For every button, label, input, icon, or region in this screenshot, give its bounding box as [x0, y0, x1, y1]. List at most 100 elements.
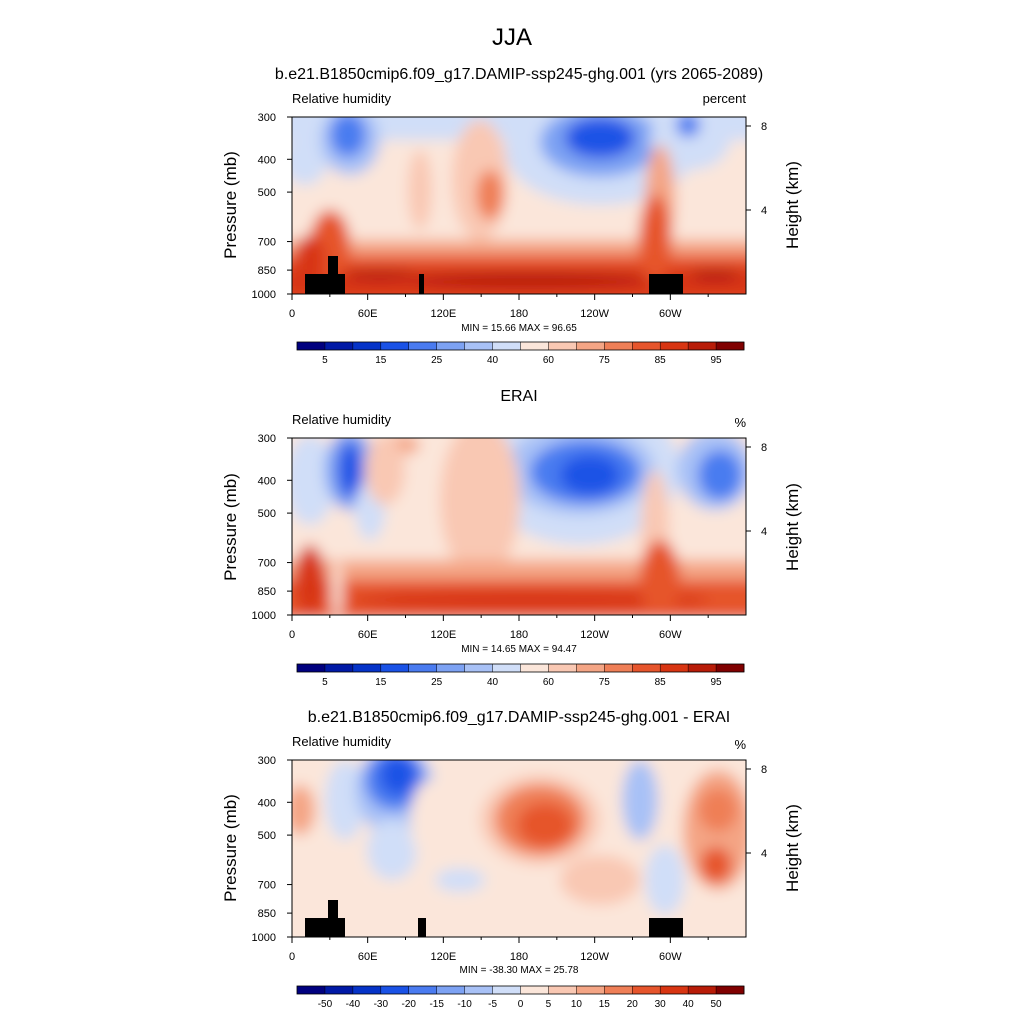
panel-obs-colorbar-swatch	[716, 664, 745, 672]
panel-obs-y2label: Height (km)	[783, 483, 802, 571]
panel-diff-colorbar-label: -50	[318, 999, 333, 1010]
panel-obs-y2tick-label: 4	[761, 526, 767, 538]
panel-obs-colorbar-label: 60	[543, 677, 555, 688]
panel-obs-ytick-label: 1000	[252, 610, 276, 622]
panel-diff-colorbar-label: 30	[655, 999, 667, 1010]
panel-diff-colorbar-label: -15	[429, 999, 444, 1010]
panel-diff-colorbar-label: -20	[402, 999, 417, 1010]
panel-obs-xtick-label: 180	[510, 629, 528, 641]
panel-diff-units: %	[734, 737, 746, 752]
panel-model-ytick-label: 400	[258, 154, 276, 166]
panel-diff-variable: Relative humidity	[292, 734, 391, 749]
panel-model-colorbar: 5 15 25 40 60 75 85 95	[296, 341, 745, 366]
panel-obs-y2tick-label: 8	[761, 442, 767, 454]
panel-diff-xtick-label: 0	[289, 951, 295, 963]
panel-model-xtick-label: 120W	[580, 308, 609, 320]
panel-model-terrain	[305, 256, 683, 294]
panel-obs-colorbar-swatch	[604, 664, 633, 672]
panel-obs-ytick-label: 500	[258, 508, 276, 520]
panel-diff-colorbar-label: -40	[346, 999, 361, 1010]
panel-diff-xtick-label: 180	[510, 951, 528, 963]
panel-obs-xtick-label: 0	[289, 629, 295, 641]
panel-model-axes: 0 60E 120E 180 120W 60W 300 400 500 700 850 1000 4 8	[252, 112, 768, 320]
panel-diff-colorbar-swatch	[380, 986, 410, 994]
panel-diff-terrain	[305, 900, 683, 937]
panel-model-colorbar-swatch	[464, 342, 493, 350]
panel-model-xtick-label: 180	[510, 308, 528, 320]
panel-model-ylabel: Pressure (mb)	[221, 151, 240, 259]
panel-diff-colorbar-swatch	[520, 986, 549, 994]
panel-obs-colorbar-swatch	[380, 664, 410, 672]
panel-diff-colorbar-swatch	[408, 986, 438, 994]
panel-obs-colorbar-swatch	[297, 664, 326, 672]
panel-obs-units: %	[734, 415, 746, 430]
panel-obs-colorbar-label: 75	[599, 677, 611, 688]
panel-diff-colorbar: -50 -40 -30 -20 -15 -10 -5 0 5 10 15 20 30 40 50	[296, 985, 745, 1010]
panel-diff-colorbar-label: 50	[711, 999, 723, 1010]
panel-diff-colorbar-swatch	[297, 986, 326, 994]
panel-diff-colorbar-swatch	[576, 986, 605, 994]
panel-model-colorbar-label: 5	[322, 355, 328, 366]
panel-model-units: percent	[703, 91, 747, 106]
panel-diff-colorbar-swatch	[492, 986, 521, 994]
panel-diff-colorbar-swatch	[632, 986, 661, 994]
panel-model: b.e21.B1850cmip6.f09_g17.DAMIP-ssp245-gh…	[221, 66, 802, 366]
panel-diff-colorbar-swatch	[436, 986, 466, 994]
panel-obs-ytick-label: 400	[258, 475, 276, 487]
panel-diff-colorbar-label: 10	[571, 999, 583, 1010]
panel-diff-y2tick-label: 8	[761, 764, 767, 776]
panel-diff-colorbar-swatch	[660, 986, 689, 994]
panel-model-colorbar-swatch	[548, 342, 577, 350]
panel-obs-ytick-label: 300	[258, 433, 276, 445]
panel-model-y2label: Height (km)	[783, 161, 802, 249]
panel-obs-axes: 0 60E 120E 180 120W 60W 300 400 500 700 850 1000 4 8	[252, 433, 768, 641]
panel-diff-y2label: Height (km)	[783, 804, 802, 892]
panel-diff-ytick-label: 700	[258, 880, 276, 892]
panel-diff-colorbar-swatch	[548, 986, 577, 994]
panel-model-contour-field	[292, 117, 746, 294]
panel-model-xtick-label: 120E	[430, 308, 456, 320]
panel-obs-colorbar-swatch	[688, 664, 717, 672]
panel-obs-colorbar-label: 5	[322, 677, 328, 688]
figure-title: JJA	[492, 24, 532, 51]
panel-diff-colorbar-swatch	[604, 986, 633, 994]
panel-obs-xtick-label: 120E	[430, 629, 456, 641]
panel-model-colorbar-label: 75	[599, 355, 611, 366]
panel-diff-colorbar-label: 20	[627, 999, 639, 1010]
panel-model-colorbar-swatch	[297, 342, 326, 350]
panel-model-stats: MIN = 15.66 MAX = 96.65	[461, 323, 577, 334]
panel-model-y2tick-label: 4	[761, 205, 767, 217]
panel-obs-colorbar: 5 15 25 40 60 75 85 95	[296, 663, 745, 688]
panel-model-y2tick-label: 8	[761, 121, 767, 133]
panel-diff-ytick-label: 300	[258, 755, 276, 767]
panel-obs-colorbar-swatch	[464, 664, 493, 672]
panel-obs-colorbar-label: 25	[431, 677, 443, 688]
panel-obs-colorbar-label: 40	[487, 677, 499, 688]
panel-model-colorbar-swatch	[492, 342, 521, 350]
panel-obs-colorbar-swatch	[576, 664, 605, 672]
panel-obs: ERAI Relative humidity %	[221, 388, 802, 688]
panel-model-colorbar-swatch	[324, 342, 354, 350]
panel-diff-y2tick-label: 4	[761, 848, 767, 860]
panel-model-colorbar-label: 40	[487, 355, 499, 366]
panel-model-xtick-label: 0	[289, 308, 295, 320]
panel-diff-colorbar-label: -10	[457, 999, 472, 1010]
panel-diff-colorbar-label: 5	[546, 999, 552, 1010]
panel-diff-xtick-label: 120W	[580, 951, 609, 963]
panel-diff-axes: 0 60E 120E 180 120W 60W 300 400 500 700 850 1000 4 8	[252, 755, 768, 963]
panel-model-colorbar-swatch	[352, 342, 382, 350]
panel-model-xtick-label: 60E	[358, 308, 378, 320]
panel-model-colorbar-swatch	[660, 342, 689, 350]
panel-model-colorbar-swatch	[436, 342, 466, 350]
panel-model-ytick-label: 850	[258, 265, 276, 277]
panel-obs-variable: Relative humidity	[292, 412, 391, 427]
panel-model-colorbar-label: 15	[375, 355, 387, 366]
panel-obs-colorbar-swatch	[352, 664, 382, 672]
panel-diff-contour-field	[292, 760, 746, 937]
panel-model-colorbar-swatch	[576, 342, 605, 350]
panel-obs-colorbar-swatch	[520, 664, 549, 672]
panel-diff-ytick-label: 400	[258, 797, 276, 809]
panel-obs-contour-field	[292, 438, 746, 615]
panel-model-colorbar-swatch	[688, 342, 717, 350]
panel-model-title: b.e21.B1850cmip6.f09_g17.DAMIP-ssp245-gh…	[275, 66, 763, 83]
